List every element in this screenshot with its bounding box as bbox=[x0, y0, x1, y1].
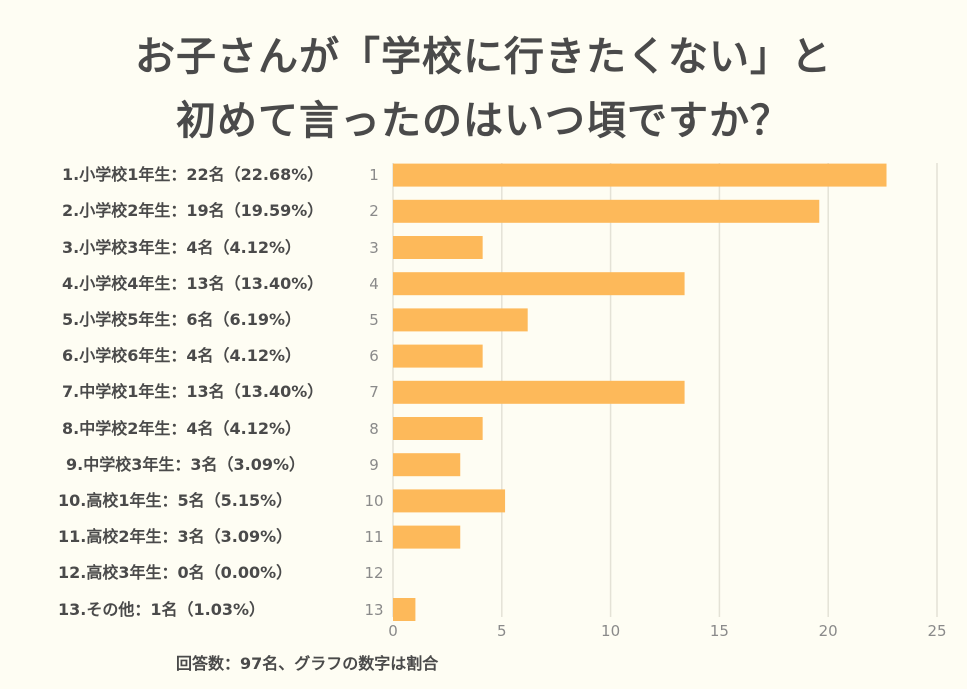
category-description: 7.中学校1年生：13名（13.40%） bbox=[62, 382, 324, 402]
y-tick-label: 1 bbox=[369, 166, 379, 185]
category-description: 5.小学校5年生：6名（6.19%） bbox=[62, 309, 301, 329]
x-tick-label: 25 bbox=[927, 622, 946, 640]
category-description: 4.小学校4年生：13名（13.40%） bbox=[62, 273, 324, 293]
bar-11 bbox=[393, 525, 461, 549]
y-tick-label: 6 bbox=[369, 347, 379, 366]
bar-7 bbox=[393, 380, 685, 404]
y-tick-label: 4 bbox=[369, 274, 379, 293]
y-tick-label: 13 bbox=[364, 600, 384, 619]
bar-2 bbox=[393, 199, 820, 223]
y-tick-label: 9 bbox=[369, 455, 379, 474]
x-tick-label: 0 bbox=[388, 622, 398, 640]
y-tick-label: 7 bbox=[369, 383, 379, 402]
bar-5 bbox=[393, 308, 528, 332]
bar-10 bbox=[393, 489, 506, 513]
x-tick-label: 20 bbox=[819, 622, 838, 640]
category-description: 8.中学校2年生：4名（4.12%） bbox=[62, 418, 301, 438]
bar-1 bbox=[393, 163, 887, 187]
bar-13 bbox=[393, 598, 416, 621]
y-tick-label: 12 bbox=[364, 564, 384, 583]
footnote: 回答数：97名、グラフの数字は割合 bbox=[176, 654, 439, 673]
category-description: 10.高校1年生：5名（5.15%） bbox=[58, 490, 293, 510]
bar-8 bbox=[393, 417, 483, 440]
category-description: 3.小学校3年生：4名（4.12%） bbox=[62, 237, 301, 257]
bar-3 bbox=[393, 236, 483, 259]
chart-title-line1: お子さんが「学校に行きたくない」と bbox=[135, 34, 832, 80]
bar-4 bbox=[393, 272, 685, 296]
x-tick-label: 10 bbox=[601, 622, 620, 640]
category-description: 12.高校3年生：0名（0.00%） bbox=[58, 563, 293, 583]
bar-9 bbox=[393, 453, 461, 477]
y-tick-label: 10 bbox=[364, 491, 384, 510]
x-tick-label: 5 bbox=[497, 622, 507, 640]
y-tick-label: 3 bbox=[369, 238, 379, 257]
category-description: 2.小学校2年生：19名（19.59%） bbox=[62, 201, 324, 221]
chart-title-line2: 初めて言ったのはいつ頃ですか？ bbox=[176, 98, 791, 144]
y-tick-label: 2 bbox=[369, 202, 379, 221]
category-description: 6.小学校6年生：4名（4.12%） bbox=[62, 346, 301, 366]
y-tick-label: 8 bbox=[369, 419, 379, 438]
category-description: 11.高校2年生：3名（3.09%） bbox=[58, 527, 293, 547]
bar-6 bbox=[393, 344, 483, 368]
category-description: 13.その他：1名（1.03%） bbox=[58, 599, 265, 619]
x-tick-label: 15 bbox=[710, 622, 729, 640]
y-tick-label: 11 bbox=[364, 528, 384, 547]
category-description: 1.小学校1年生：22名（22.68%） bbox=[62, 165, 324, 185]
y-tick-label: 5 bbox=[369, 310, 379, 329]
category-description: 9.中学校3年生：3名（3.09%） bbox=[66, 454, 305, 474]
